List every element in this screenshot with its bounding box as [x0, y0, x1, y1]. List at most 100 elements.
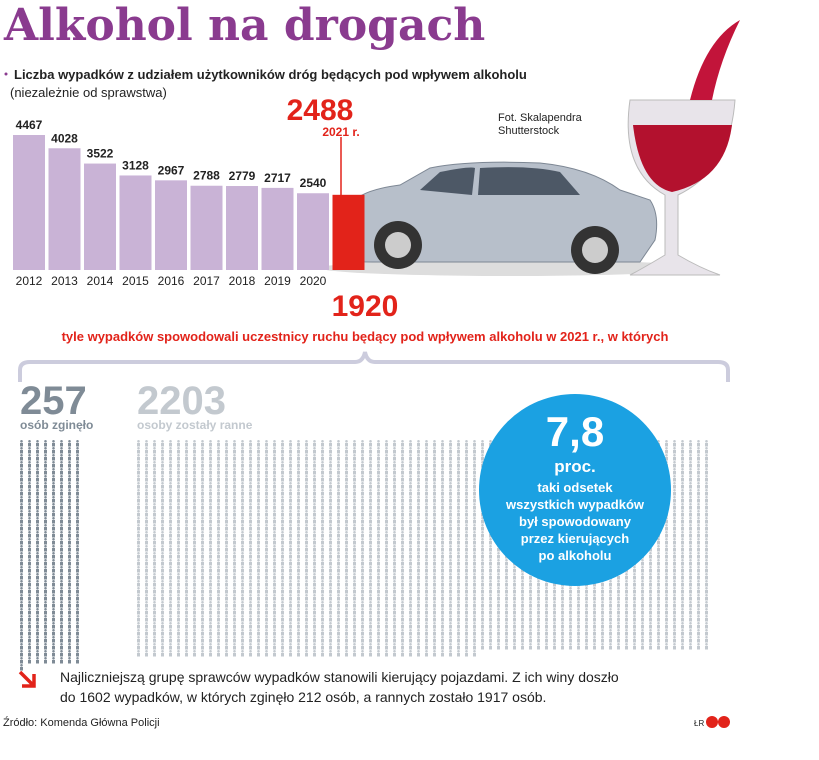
person-icon — [177, 629, 180, 636]
person-icon — [369, 558, 372, 566]
person-icon — [305, 608, 308, 615]
person-icon — [345, 516, 348, 524]
person-icon — [169, 593, 172, 601]
person-icon — [377, 545, 380, 552]
person-icon — [673, 579, 676, 587]
share-text-line: taki odsetek — [537, 480, 613, 495]
person-icon — [68, 636, 71, 643]
person-icon — [689, 559, 692, 566]
person-icon — [497, 608, 500, 615]
person-icon — [28, 566, 31, 573]
person-icon — [20, 600, 23, 608]
person-icon — [185, 621, 188, 629]
person-icon — [689, 502, 692, 510]
person-icon — [217, 439, 220, 447]
person-icon — [345, 650, 348, 657]
person-icon — [705, 447, 708, 454]
person-icon — [169, 502, 172, 510]
person-icon — [289, 502, 292, 510]
person-icon — [185, 587, 188, 594]
person-icon — [265, 608, 268, 615]
person-icon — [601, 636, 604, 643]
person-icon — [385, 516, 388, 524]
person-icon — [617, 600, 620, 608]
person-icon — [377, 608, 380, 615]
person-icon — [36, 572, 39, 580]
person-icon — [20, 446, 23, 454]
person-icon — [177, 621, 180, 629]
person-icon — [68, 615, 71, 622]
person-icon — [345, 530, 348, 538]
person-icon — [76, 559, 79, 566]
person-icon — [281, 516, 284, 524]
person-icon — [673, 635, 676, 643]
person-icon — [489, 537, 492, 545]
person-icon — [465, 447, 468, 454]
person-icon — [513, 600, 516, 608]
person-icon — [569, 636, 572, 643]
person-icon — [433, 587, 436, 594]
person-icon — [649, 607, 652, 615]
person-icon — [689, 481, 692, 489]
person-icon — [441, 629, 444, 636]
person-icon — [201, 439, 204, 447]
person-icon — [217, 474, 220, 482]
person-icon — [657, 593, 660, 601]
person-icon — [465, 629, 468, 636]
person-icon — [337, 572, 340, 580]
person-icon — [20, 509, 23, 517]
person-icon — [617, 614, 620, 622]
person-icon — [177, 516, 180, 524]
person-icon — [409, 587, 412, 594]
person-icon — [361, 566, 364, 573]
person-icon — [273, 524, 276, 531]
person-icon — [409, 629, 412, 636]
person-icon — [225, 447, 228, 454]
person-icon — [177, 593, 180, 601]
person-icon — [241, 488, 244, 496]
person-icon — [609, 628, 612, 636]
person-icon — [361, 509, 364, 517]
person-icon — [353, 558, 356, 566]
person-icon — [361, 447, 364, 454]
person-icon — [609, 600, 612, 608]
person-icon — [233, 572, 236, 580]
person-icon — [417, 566, 420, 573]
person-icon — [249, 467, 252, 475]
person-icon — [313, 642, 316, 650]
person-icon — [257, 516, 260, 524]
person-icon — [553, 593, 556, 601]
person-icon — [225, 502, 228, 510]
person-icon — [241, 579, 244, 587]
person-icon — [353, 516, 356, 524]
person-icon — [457, 558, 460, 566]
person-icon — [361, 635, 364, 643]
caused-value: 1920 — [332, 290, 399, 323]
person-icon — [465, 566, 468, 573]
person-icon — [329, 600, 332, 608]
person-icon — [465, 558, 468, 566]
person-icon — [297, 587, 300, 594]
person-icon — [137, 509, 140, 517]
person-icon — [425, 495, 428, 503]
person-icon — [28, 615, 31, 622]
person-icon — [377, 587, 380, 594]
person-icon — [665, 600, 668, 608]
person-icon — [44, 467, 47, 475]
person-icon — [313, 439, 316, 447]
person-icon — [433, 635, 436, 643]
person-icon — [161, 474, 164, 482]
person-icon — [441, 642, 444, 650]
person-icon — [36, 565, 39, 573]
person-icon — [257, 509, 260, 517]
person-icon — [377, 551, 380, 559]
person-icon — [177, 439, 180, 447]
person-icon — [161, 572, 164, 580]
person-icon — [241, 608, 244, 615]
person-icon — [225, 572, 228, 580]
person-icon — [337, 516, 340, 524]
person-icon — [345, 579, 348, 587]
person-icon — [249, 551, 252, 559]
person-icon — [353, 530, 356, 538]
person-icon — [36, 509, 39, 517]
